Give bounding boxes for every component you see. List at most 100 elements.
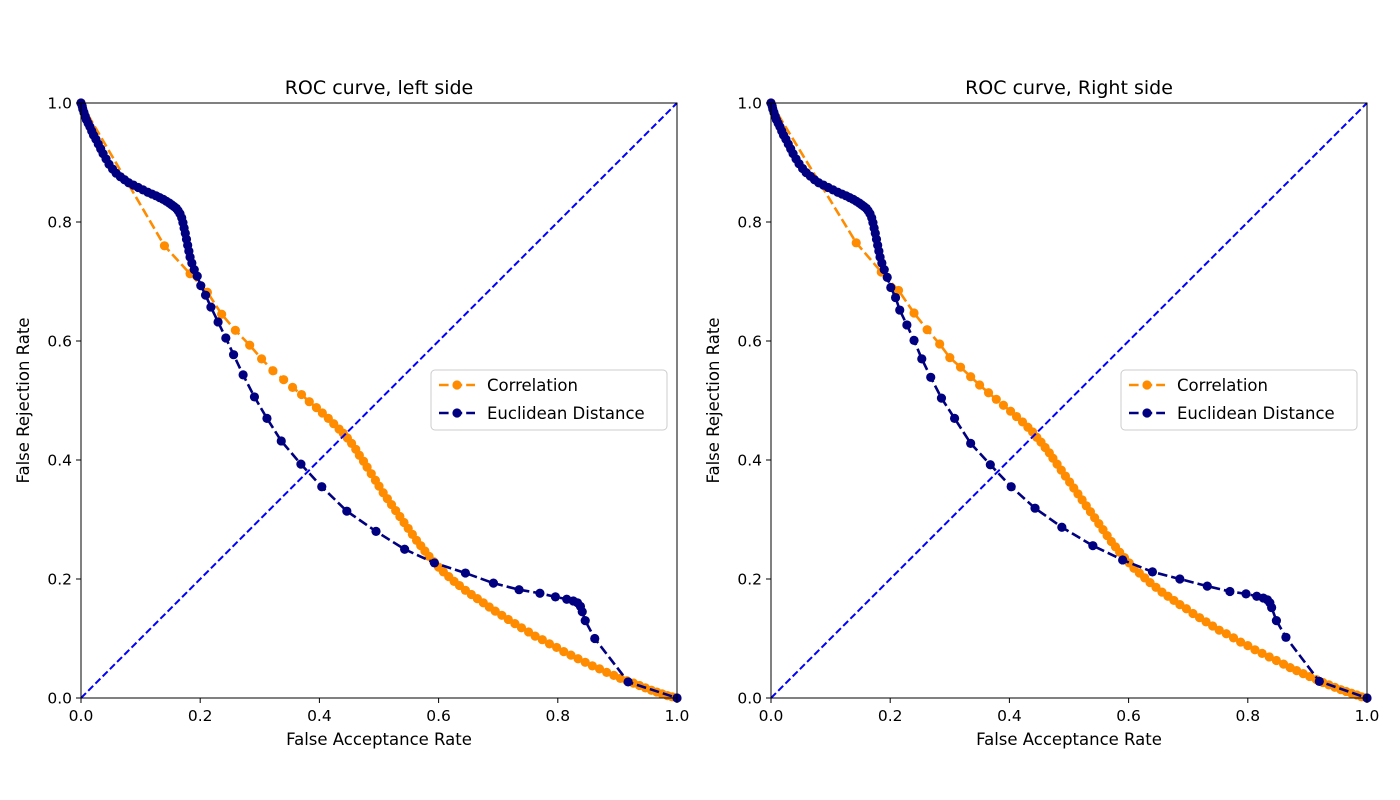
- x-tick-label: 0.0: [759, 707, 784, 725]
- euclidean-distance-series-point-67: [550, 592, 561, 602]
- euclidean-distance-series-point-64: [1175, 574, 1185, 584]
- chart-panel-left: 0.00.0 0.2 0.2 0.4 0.4 0.6 0.6 0.8 0.8 1.0 1.0 ROC …: [14, 77, 689, 749]
- correlation-series-point-55: [1208, 621, 1218, 631]
- x-axis-label: False Acceptance Rate: [976, 730, 1162, 749]
- legend: Correlation Euclidean Distance: [430, 369, 668, 431]
- legend-box: [430, 369, 668, 431]
- legend-swatch-marker: [1142, 408, 1152, 418]
- euclidean-distance-series-point-59: [1030, 503, 1040, 513]
- correlation-series-point-9: [279, 375, 289, 385]
- x-tick-label: 0.6: [1116, 707, 1141, 725]
- correlation-series-point-62: [566, 650, 576, 660]
- euclidean-distance-series-point-75: [1314, 676, 1324, 686]
- correlation-series-point-66: [594, 664, 605, 674]
- correlation-series-point-64: [580, 657, 590, 667]
- euclidean-distance-series-point-54: [249, 392, 260, 402]
- y-tick-label: 0.0: [737, 690, 762, 708]
- euclidean-distance-series-point-49: [895, 305, 905, 315]
- series-group: [76, 98, 682, 703]
- euclidean-distance-series-point-45: [879, 265, 889, 275]
- euclidean-distance-series-point-72: [577, 607, 587, 617]
- correlation-series-point-53: [503, 614, 513, 625]
- euclidean-distance-series-point-59: [342, 506, 352, 516]
- x-tick-label: 1.0: [665, 707, 690, 725]
- y-tick-label: 0.0: [47, 690, 72, 708]
- correlation-series-point-8: [955, 362, 966, 372]
- euclidean-distance-series-point-74: [590, 633, 600, 644]
- euclidean-distance-series-point-58: [1006, 482, 1016, 492]
- euclidean-distance-series-point-73: [580, 616, 590, 626]
- x-tick-label: 0.6: [426, 707, 451, 725]
- y-tick-label: 1.0: [47, 95, 72, 113]
- chart-title: ROC curve, Right side: [965, 77, 1173, 99]
- correlation-series-point-27: [374, 481, 384, 491]
- correlation-series-point-1: [159, 241, 170, 251]
- euclidean-distance-series-point-56: [966, 438, 976, 448]
- correlation-series-point-6: [245, 340, 255, 350]
- correlation-series-point-5: [922, 325, 932, 335]
- correlation-series-point-59: [1236, 637, 1246, 647]
- correlation-series-point-3: [893, 285, 904, 296]
- euclidean-distance-series-point-62: [1118, 555, 1128, 565]
- correlation-series-point-57: [530, 631, 540, 641]
- euclidean-distance-series-point-46: [882, 272, 892, 282]
- euclidean-distance-series-point-48: [200, 290, 211, 300]
- correlation-series-point-62: [1257, 648, 1267, 658]
- euclidean-distance-series-point-48: [890, 292, 901, 303]
- y-tick-label: 0.4: [47, 452, 72, 470]
- correlation-series-point-60: [552, 642, 562, 653]
- euclidean-distance-series-point-72: [1267, 602, 1277, 613]
- x-tick-label: 0.2: [878, 707, 903, 725]
- euclidean-distance-series-point-51: [909, 335, 919, 346]
- legend-label: Correlation: [487, 376, 578, 395]
- legend-swatch-marker: [452, 380, 462, 390]
- euclidean-distance-series-point-62: [429, 558, 440, 568]
- euclidean-distance-series-point-56: [276, 436, 286, 446]
- correlation-series-point-12: [304, 397, 314, 407]
- y-axis-label: False Rejection Rate: [14, 317, 33, 483]
- legend-swatch-marker: [452, 408, 462, 418]
- euclidean-distance-series-point-47: [196, 281, 206, 291]
- x-tick-label: 0.0: [69, 707, 94, 725]
- correlation-series-point-54: [510, 619, 520, 629]
- correlation-series-point-63: [573, 654, 583, 664]
- correlation-series-point-12: [991, 394, 1001, 404]
- x-axis-label: False Acceptance Rate: [286, 730, 472, 749]
- y-tick-label: 0.4: [737, 452, 762, 470]
- correlation-series-point-10: [287, 382, 298, 393]
- legend-label: Euclidean Distance: [487, 404, 645, 423]
- euclidean-distance-series-point-53: [926, 372, 936, 382]
- legend-box: [1120, 369, 1358, 431]
- x-tick-label: 1.0: [1355, 707, 1380, 725]
- diagonal-reference-line-line: [80, 102, 678, 699]
- y-tick-label: 0.6: [47, 333, 72, 351]
- correlation-series-point-13: [311, 403, 322, 413]
- euclidean-distance-series-point-50: [213, 317, 223, 327]
- euclidean-distance-series-point-53: [238, 370, 248, 380]
- y-tick-label: 1.0: [737, 95, 762, 113]
- correlation-series-point-64: [1271, 655, 1282, 666]
- euclidean-distance-series-point-67: [1241, 589, 1251, 599]
- euclidean-distance-series-point-49: [206, 302, 216, 312]
- axes-frame: [770, 102, 1368, 699]
- euclidean-distance-series-point-66: [535, 588, 545, 598]
- correlation-series-point-58: [537, 635, 547, 645]
- x-tick-label: 0.8: [1235, 707, 1260, 725]
- correlation-series-point-11: [983, 388, 994, 398]
- x-tick-label: 0.4: [307, 707, 332, 725]
- euclidean-distance-series-point-51: [221, 333, 231, 343]
- correlation-series-point-15: [1011, 411, 1022, 422]
- correlation-series-point-10: [975, 380, 985, 390]
- y-tick-label: 0.8: [47, 214, 72, 232]
- correlation-series-point-14: [1005, 406, 1016, 416]
- euclidean-distance-series-point-54: [936, 393, 947, 403]
- euclidean-distance-series-point-52: [917, 354, 927, 364]
- correlation-series-point-65: [587, 661, 597, 671]
- legend-label: Correlation: [1177, 376, 1268, 395]
- euclidean-distance-series-point-74: [1281, 632, 1291, 642]
- correlation-series-point-53: [1194, 613, 1205, 623]
- chart-title: ROC curve, left side: [285, 77, 474, 99]
- correlation-series-point-55: [516, 623, 527, 633]
- euclidean-distance-series-point-52: [228, 350, 239, 360]
